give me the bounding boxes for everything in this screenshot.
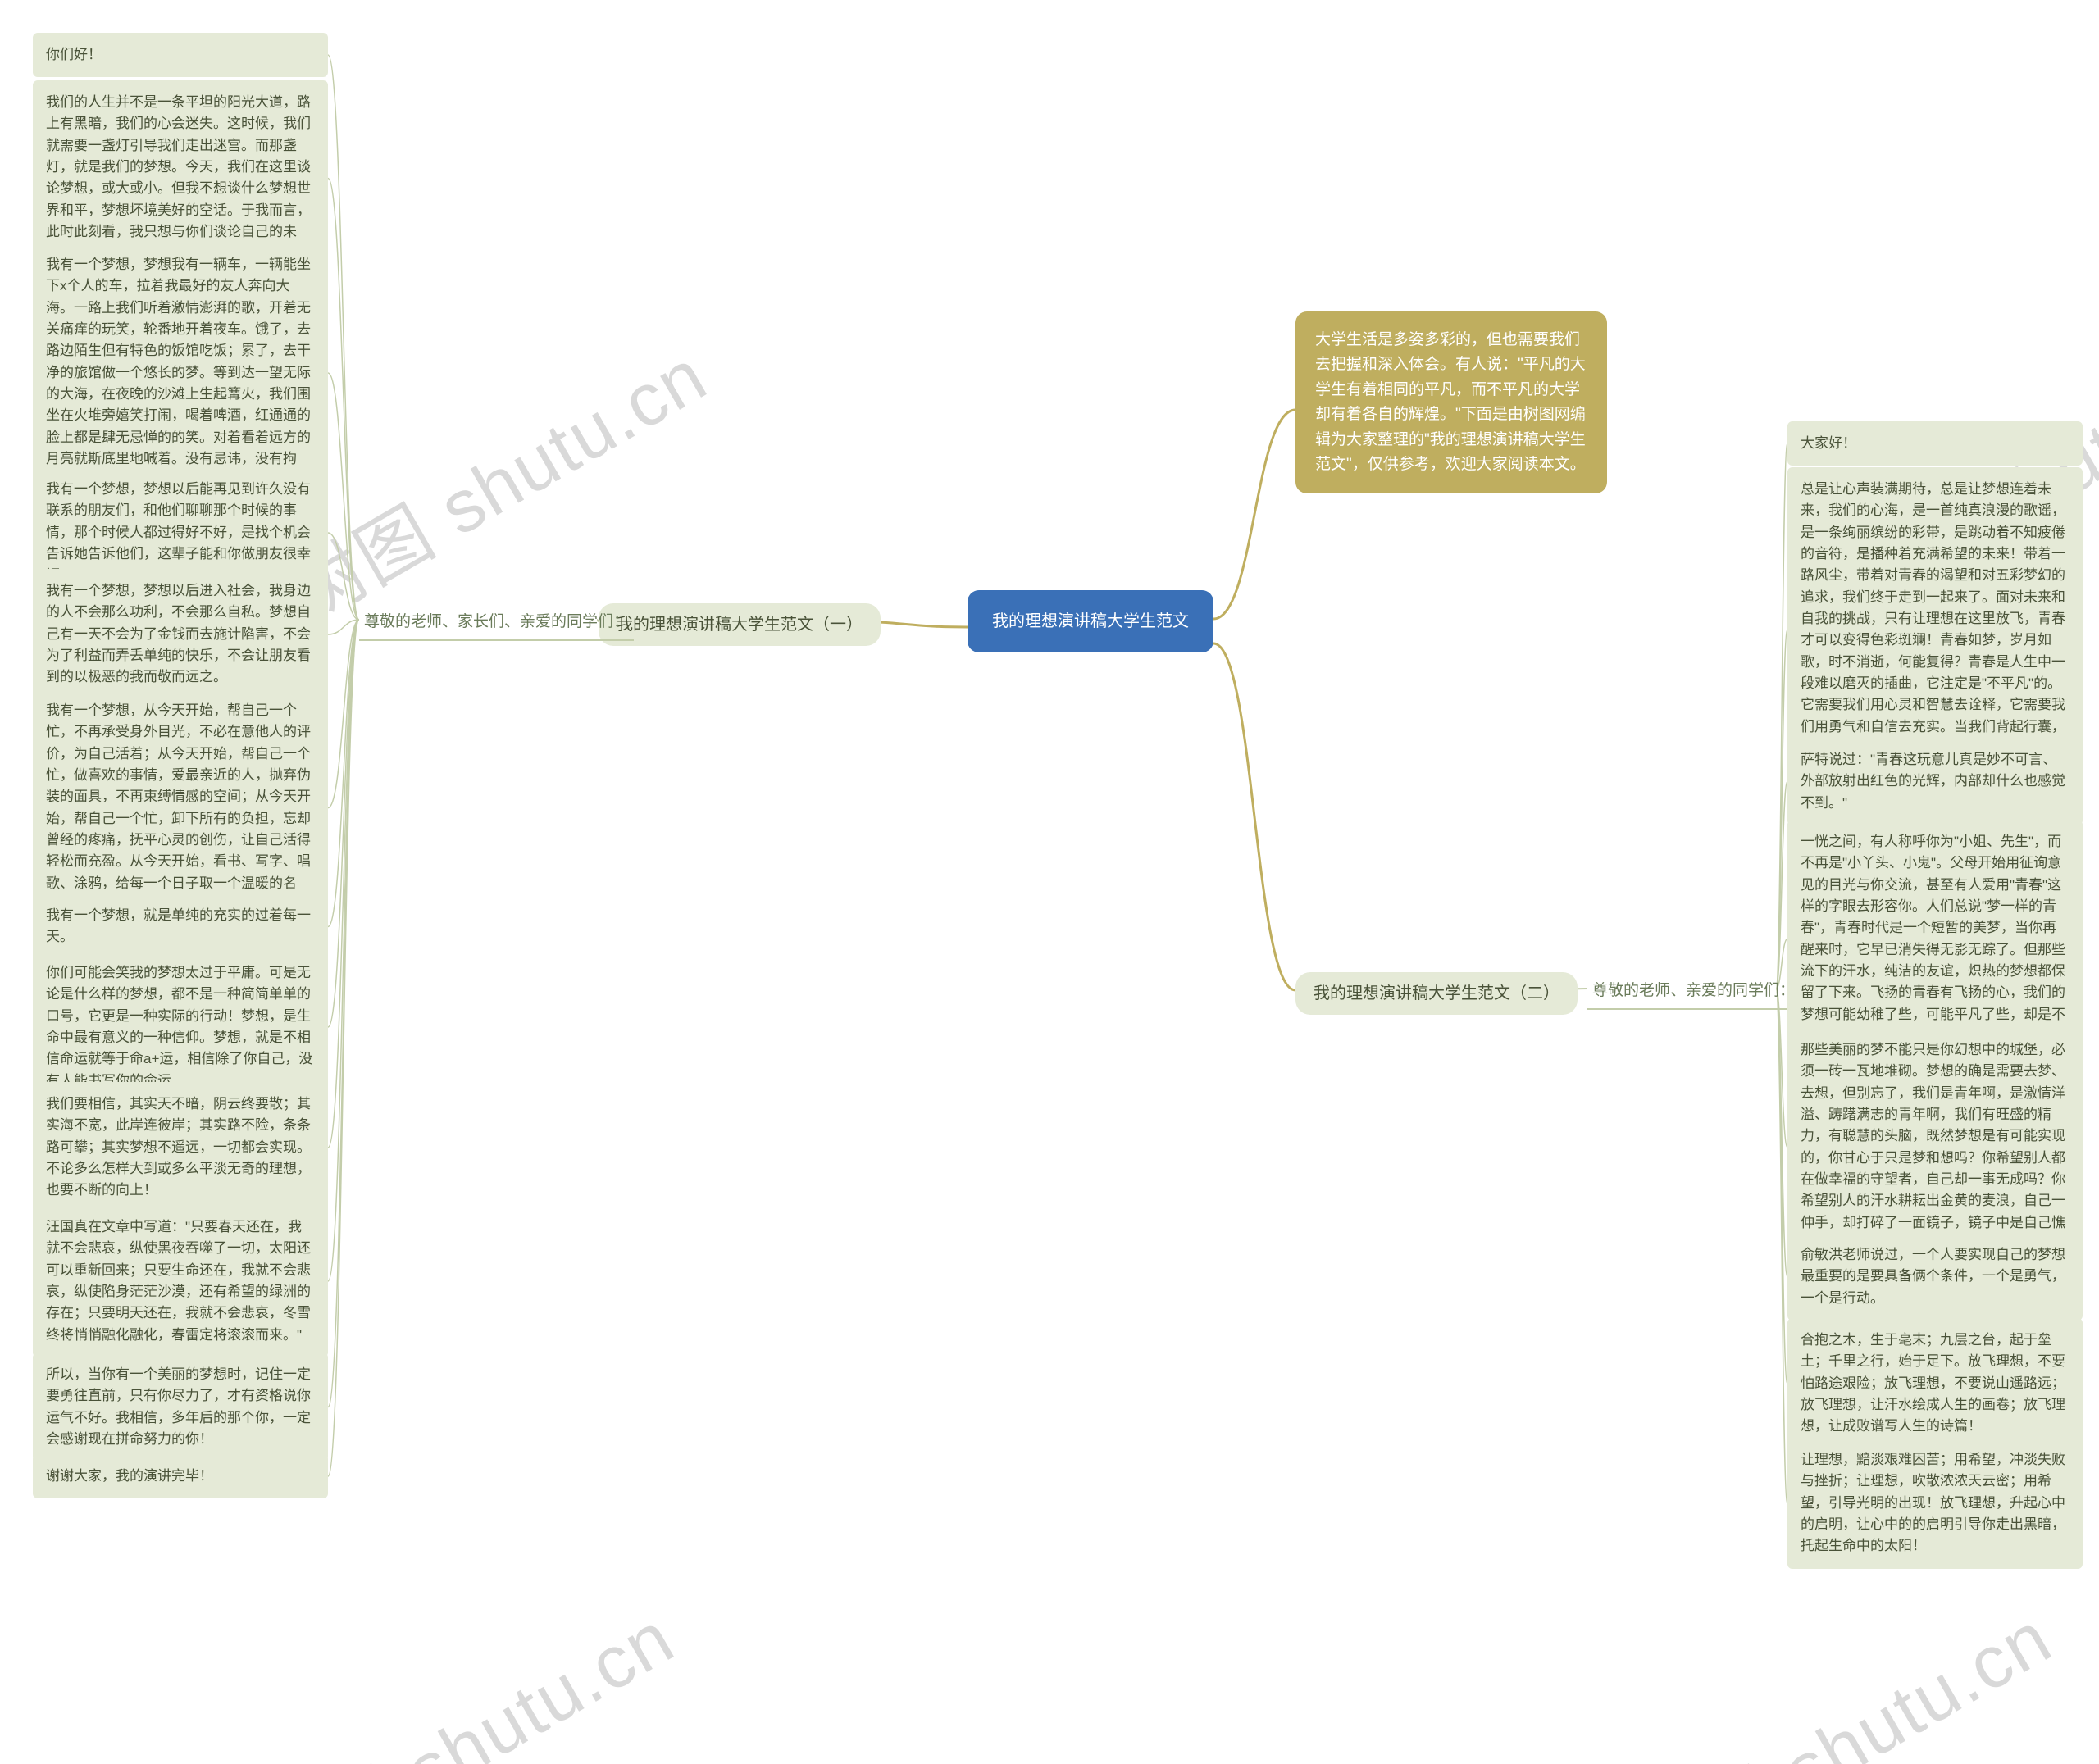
leaf-b2-6: 合抱之木，生于毫末；九层之台，起于垒土；千里之行，始于足下。放飞理想，不要怕路途… — [1787, 1318, 2083, 1449]
leaf-b1-8: 我们要相信，其实天不暗，阴云终要散；其实海不宽，此岸连彼岸；其实路不险，条条路可… — [33, 1082, 328, 1213]
leaf-b2-2: 萨特说过："青春这玩意儿真是妙不可言、外部放射出红色的光辉，内部却什么也感觉不到… — [1787, 738, 2083, 825]
leaf-b2-3: 一恍之间，有人称呼你为"小姐、先生"，而不再是"小丫头、小鬼"。父母开始用征询意… — [1787, 820, 2083, 1058]
leaf-b1-11: 谢谢大家，我的演讲完毕！ — [33, 1454, 328, 1498]
leaf-b1-7: 你们可能会笑我的梦想太过于平庸。可是无论是什么样的梦想，都不是一种简简单单的口号… — [33, 951, 328, 1103]
branch-title-b1: 我的理想演讲稿大学生范文（一） — [599, 603, 881, 646]
leaf-b2-4: 那些美丽的梦不能只是你幻想中的城堡，必须一砖一瓦地堆砌。梦想的确是需要去梦、去想… — [1787, 1028, 2083, 1266]
leaf-b1-6: 我有一个梦想，就是单纯的充实的过着每一天。 — [33, 893, 328, 960]
leaf-b2-7: 让理想，黯淡艰难困苦；用希望，冲淡失败与挫折；让理想，吹散浓浓天云密；用希望，引… — [1787, 1438, 2083, 1569]
leaf-b1-10: 所以，当你有一个美丽的梦想时，记住一定要勇往直前，只有你尽力了，才有资格说你运气… — [33, 1353, 328, 1462]
watermark: 树图 shutu.cn — [234, 1580, 690, 1764]
branch-title-b2: 我的理想演讲稿大学生范文（二） — [1295, 972, 1578, 1015]
watermark: 树图 shutu.cn — [1611, 1580, 2067, 1764]
branch-sublabel-b1: 尊敬的老师、家长们、亲爱的同学们： — [359, 607, 634, 641]
leaf-b1-9: 汪国真在文章中写道："只要春天还在，我就不会悲哀，纵使黑夜吞噬了一切，太阳还可以… — [33, 1205, 328, 1357]
leaf-b1-0: 你们好！ — [33, 33, 328, 77]
leaf-b2-0: 大家好！ — [1787, 421, 2083, 466]
leaf-b2-5: 俞敏洪老师说过，一个人要实现自己的梦想最重要的是要具备俩个条件，一个是勇气，一个… — [1787, 1233, 2083, 1321]
leaf-b1-2: 我有一个梦想，梦想我有一辆车，一辆能坐下x个人的车，拉着我最好的友人奔向大海。一… — [33, 243, 328, 503]
leaf-b1-5: 我有一个梦想，从今天开始，帮自己一个忙，不再承受身外目光，不必在意他人的评价，为… — [33, 689, 328, 927]
central-topic: 我的理想演讲稿大学生范文 — [968, 590, 1213, 652]
branch-sublabel-b2: 尊敬的老师、亲爱的同学们： — [1587, 975, 1800, 1010]
intro-node: 大学生活是多姿多彩的，但也需要我们去把握和深入体会。有人说："平凡的大学生有着相… — [1295, 311, 1607, 493]
watermark: 树图 shutu.cn — [266, 317, 722, 642]
leaf-b1-4: 我有一个梦想，梦想以后进入社会，我身边的人不会那么功利，不会那么自私。梦想自己有… — [33, 569, 328, 700]
